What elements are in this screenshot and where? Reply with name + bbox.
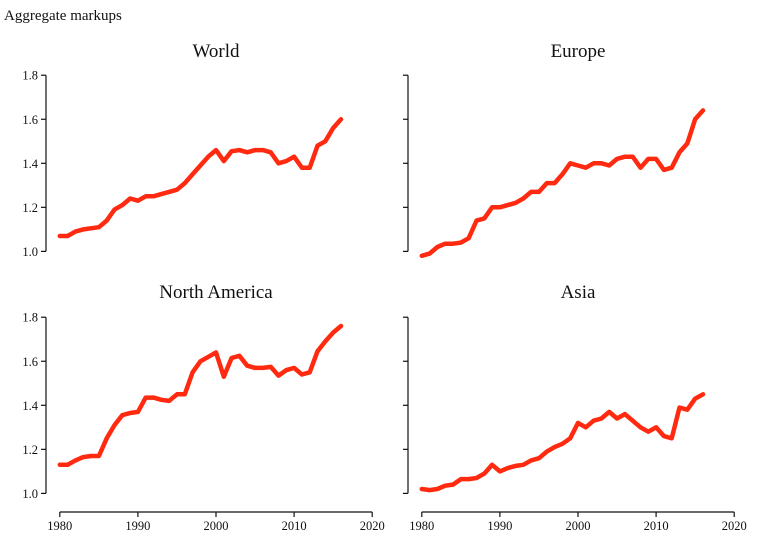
y-tick-label: 1.6 xyxy=(22,113,38,127)
chart-panel-3: North America 1.0 1.2 1.4 1.6 1.8 1980 1990 2000… xyxy=(22,282,384,533)
series-line xyxy=(57,323,344,468)
x-tick-label: 1990 xyxy=(125,519,150,533)
series-line xyxy=(57,117,344,239)
figure-title: Aggregate markups xyxy=(4,8,122,24)
y-tick-label: 1.2 xyxy=(22,443,38,457)
chart-panels: World 1.0 1.2 1.4 1.6 1.8 Europe North America 1… xyxy=(22,41,746,533)
panel-title: Asia xyxy=(561,282,596,303)
y-tick-label: 1.4 xyxy=(22,399,38,413)
panel-title: North America xyxy=(159,282,273,303)
x-tick-label: 2010 xyxy=(644,519,669,533)
x-tick-label: 1980 xyxy=(47,519,72,533)
chart-panel-2: Europe xyxy=(403,41,706,259)
y-tick-label: 1.0 xyxy=(22,245,38,259)
y-tick-label: 1.4 xyxy=(22,157,38,171)
chart-panel-4: Asia 1980 1990 2000 2010 2020 xyxy=(403,282,747,533)
series-line xyxy=(419,392,706,493)
x-tick-label: 2020 xyxy=(722,519,747,533)
series-line xyxy=(419,108,706,259)
x-tick-label: 2000 xyxy=(204,519,229,533)
x-tick-label: 2010 xyxy=(282,519,307,533)
x-tick-label: 2020 xyxy=(360,519,385,533)
x-tick-label: 1980 xyxy=(409,519,434,533)
chart-panel-1: World 1.0 1.2 1.4 1.6 1.8 xyxy=(22,41,344,259)
y-tick-label: 1.8 xyxy=(22,311,38,325)
y-tick-label: 1.8 xyxy=(22,69,38,83)
y-tick-label: 1.6 xyxy=(22,355,38,369)
panel-title: Europe xyxy=(551,41,606,62)
x-tick-label: 1990 xyxy=(487,519,512,533)
panel-title: World xyxy=(192,41,240,62)
y-tick-label: 1.0 xyxy=(22,487,38,501)
x-tick-label: 2000 xyxy=(566,519,591,533)
y-tick-label: 1.2 xyxy=(22,201,38,215)
